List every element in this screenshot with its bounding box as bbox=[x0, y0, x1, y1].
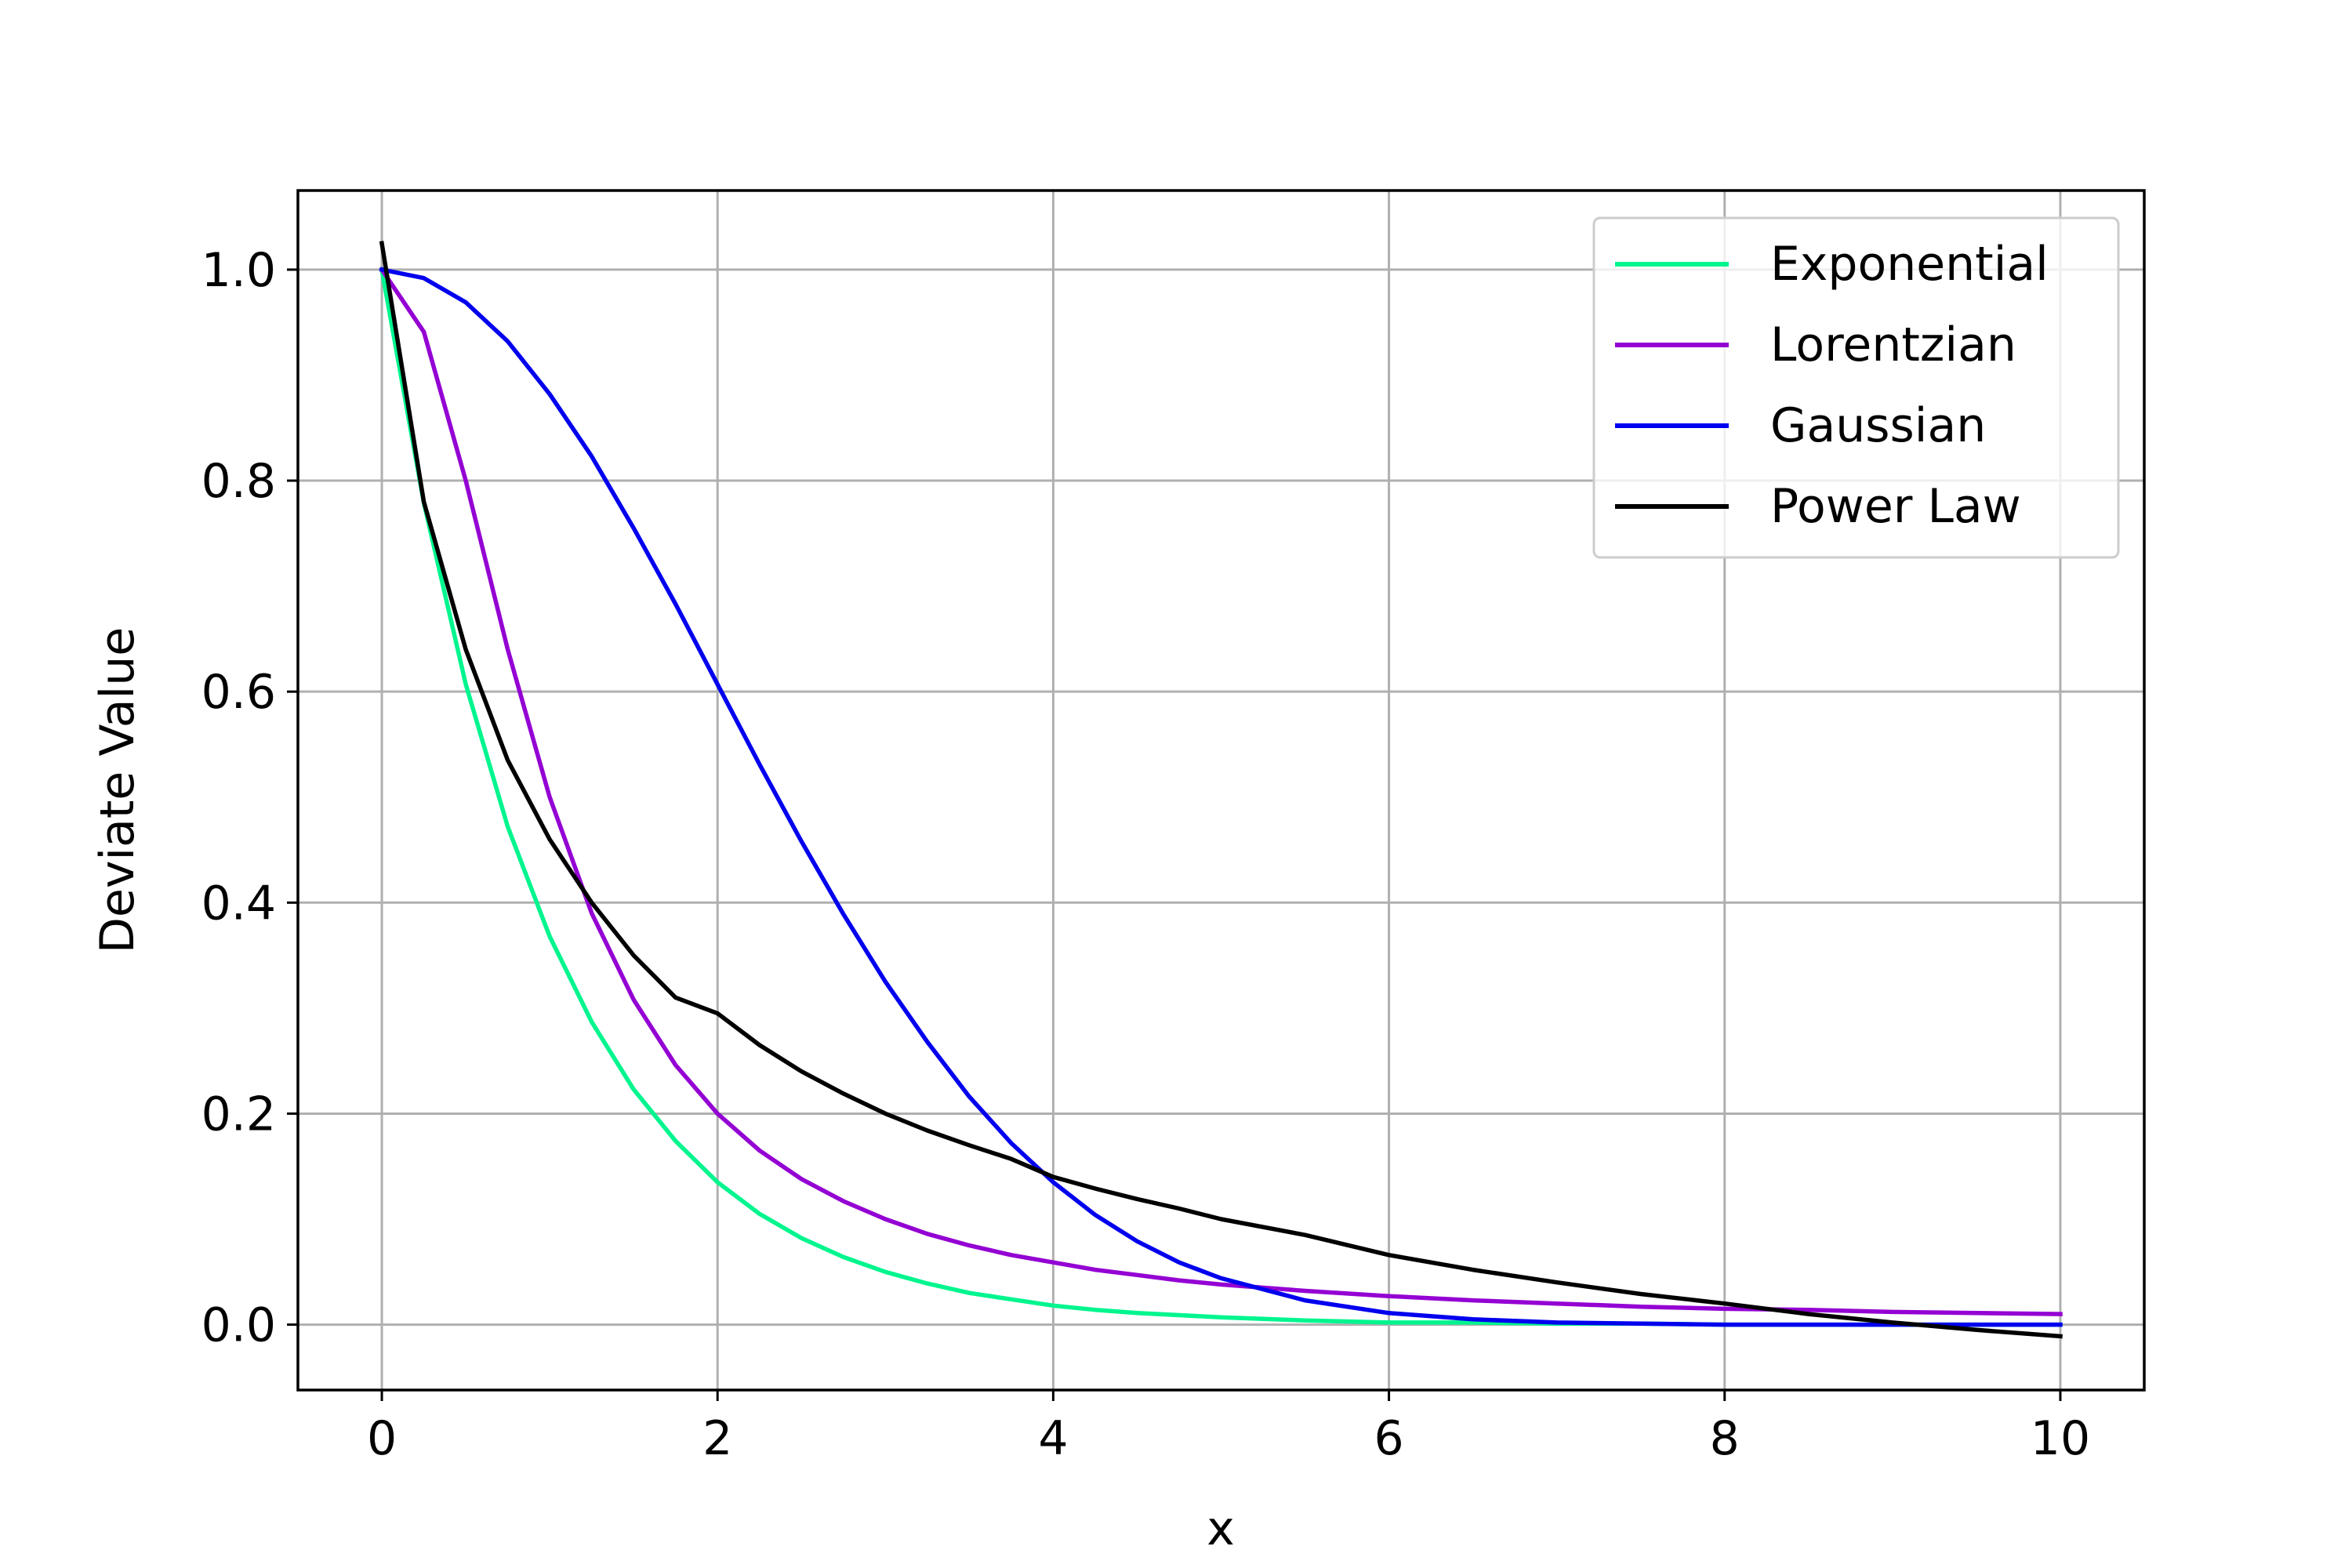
x-tick-label: 2 bbox=[702, 1411, 732, 1466]
plot-series bbox=[379, 241, 2063, 1339]
x-tick-label: 8 bbox=[1710, 1411, 1740, 1466]
x-tick-label: 4 bbox=[1038, 1411, 1068, 1466]
y-tick-label: 0.0 bbox=[201, 1298, 276, 1353]
y-tick-label: 1.0 bbox=[201, 243, 276, 298]
legend-label-exponential: Exponential bbox=[1770, 237, 2049, 292]
y-tick-label: 0.8 bbox=[201, 454, 276, 509]
y-tick-label: 0.2 bbox=[201, 1087, 276, 1142]
y-axis-label: Deviate Value bbox=[90, 627, 145, 953]
x-axis-label: x bbox=[1207, 1501, 1235, 1556]
y-tick-label: 0.6 bbox=[201, 665, 276, 720]
series-line-power-law bbox=[379, 241, 2063, 1339]
legend-label-lorentzian: Lorentzian bbox=[1770, 318, 2016, 372]
x-tick-label: 6 bbox=[1374, 1411, 1403, 1466]
x-tick-label: 10 bbox=[2031, 1411, 2090, 1466]
axis-ticks: 0 2 4 6 8 10 0.0 0.2 0.4 0.6 0.8 1.0 bbox=[201, 243, 2091, 1466]
legend: Exponential Lorentzian Gaussian Power La… bbox=[1592, 216, 2120, 559]
plot-frame bbox=[296, 189, 2146, 1392]
x-tick-label: 0 bbox=[367, 1411, 397, 1466]
series-line-lorentzian bbox=[379, 267, 2063, 1316]
legend-label-power-law: Power Law bbox=[1770, 479, 2021, 534]
legend-box bbox=[1592, 216, 2120, 559]
legend-label-gaussian: Gaussian bbox=[1770, 398, 1986, 453]
y-tick-label: 0.4 bbox=[201, 876, 276, 931]
series-line-gaussian bbox=[379, 267, 2063, 1327]
